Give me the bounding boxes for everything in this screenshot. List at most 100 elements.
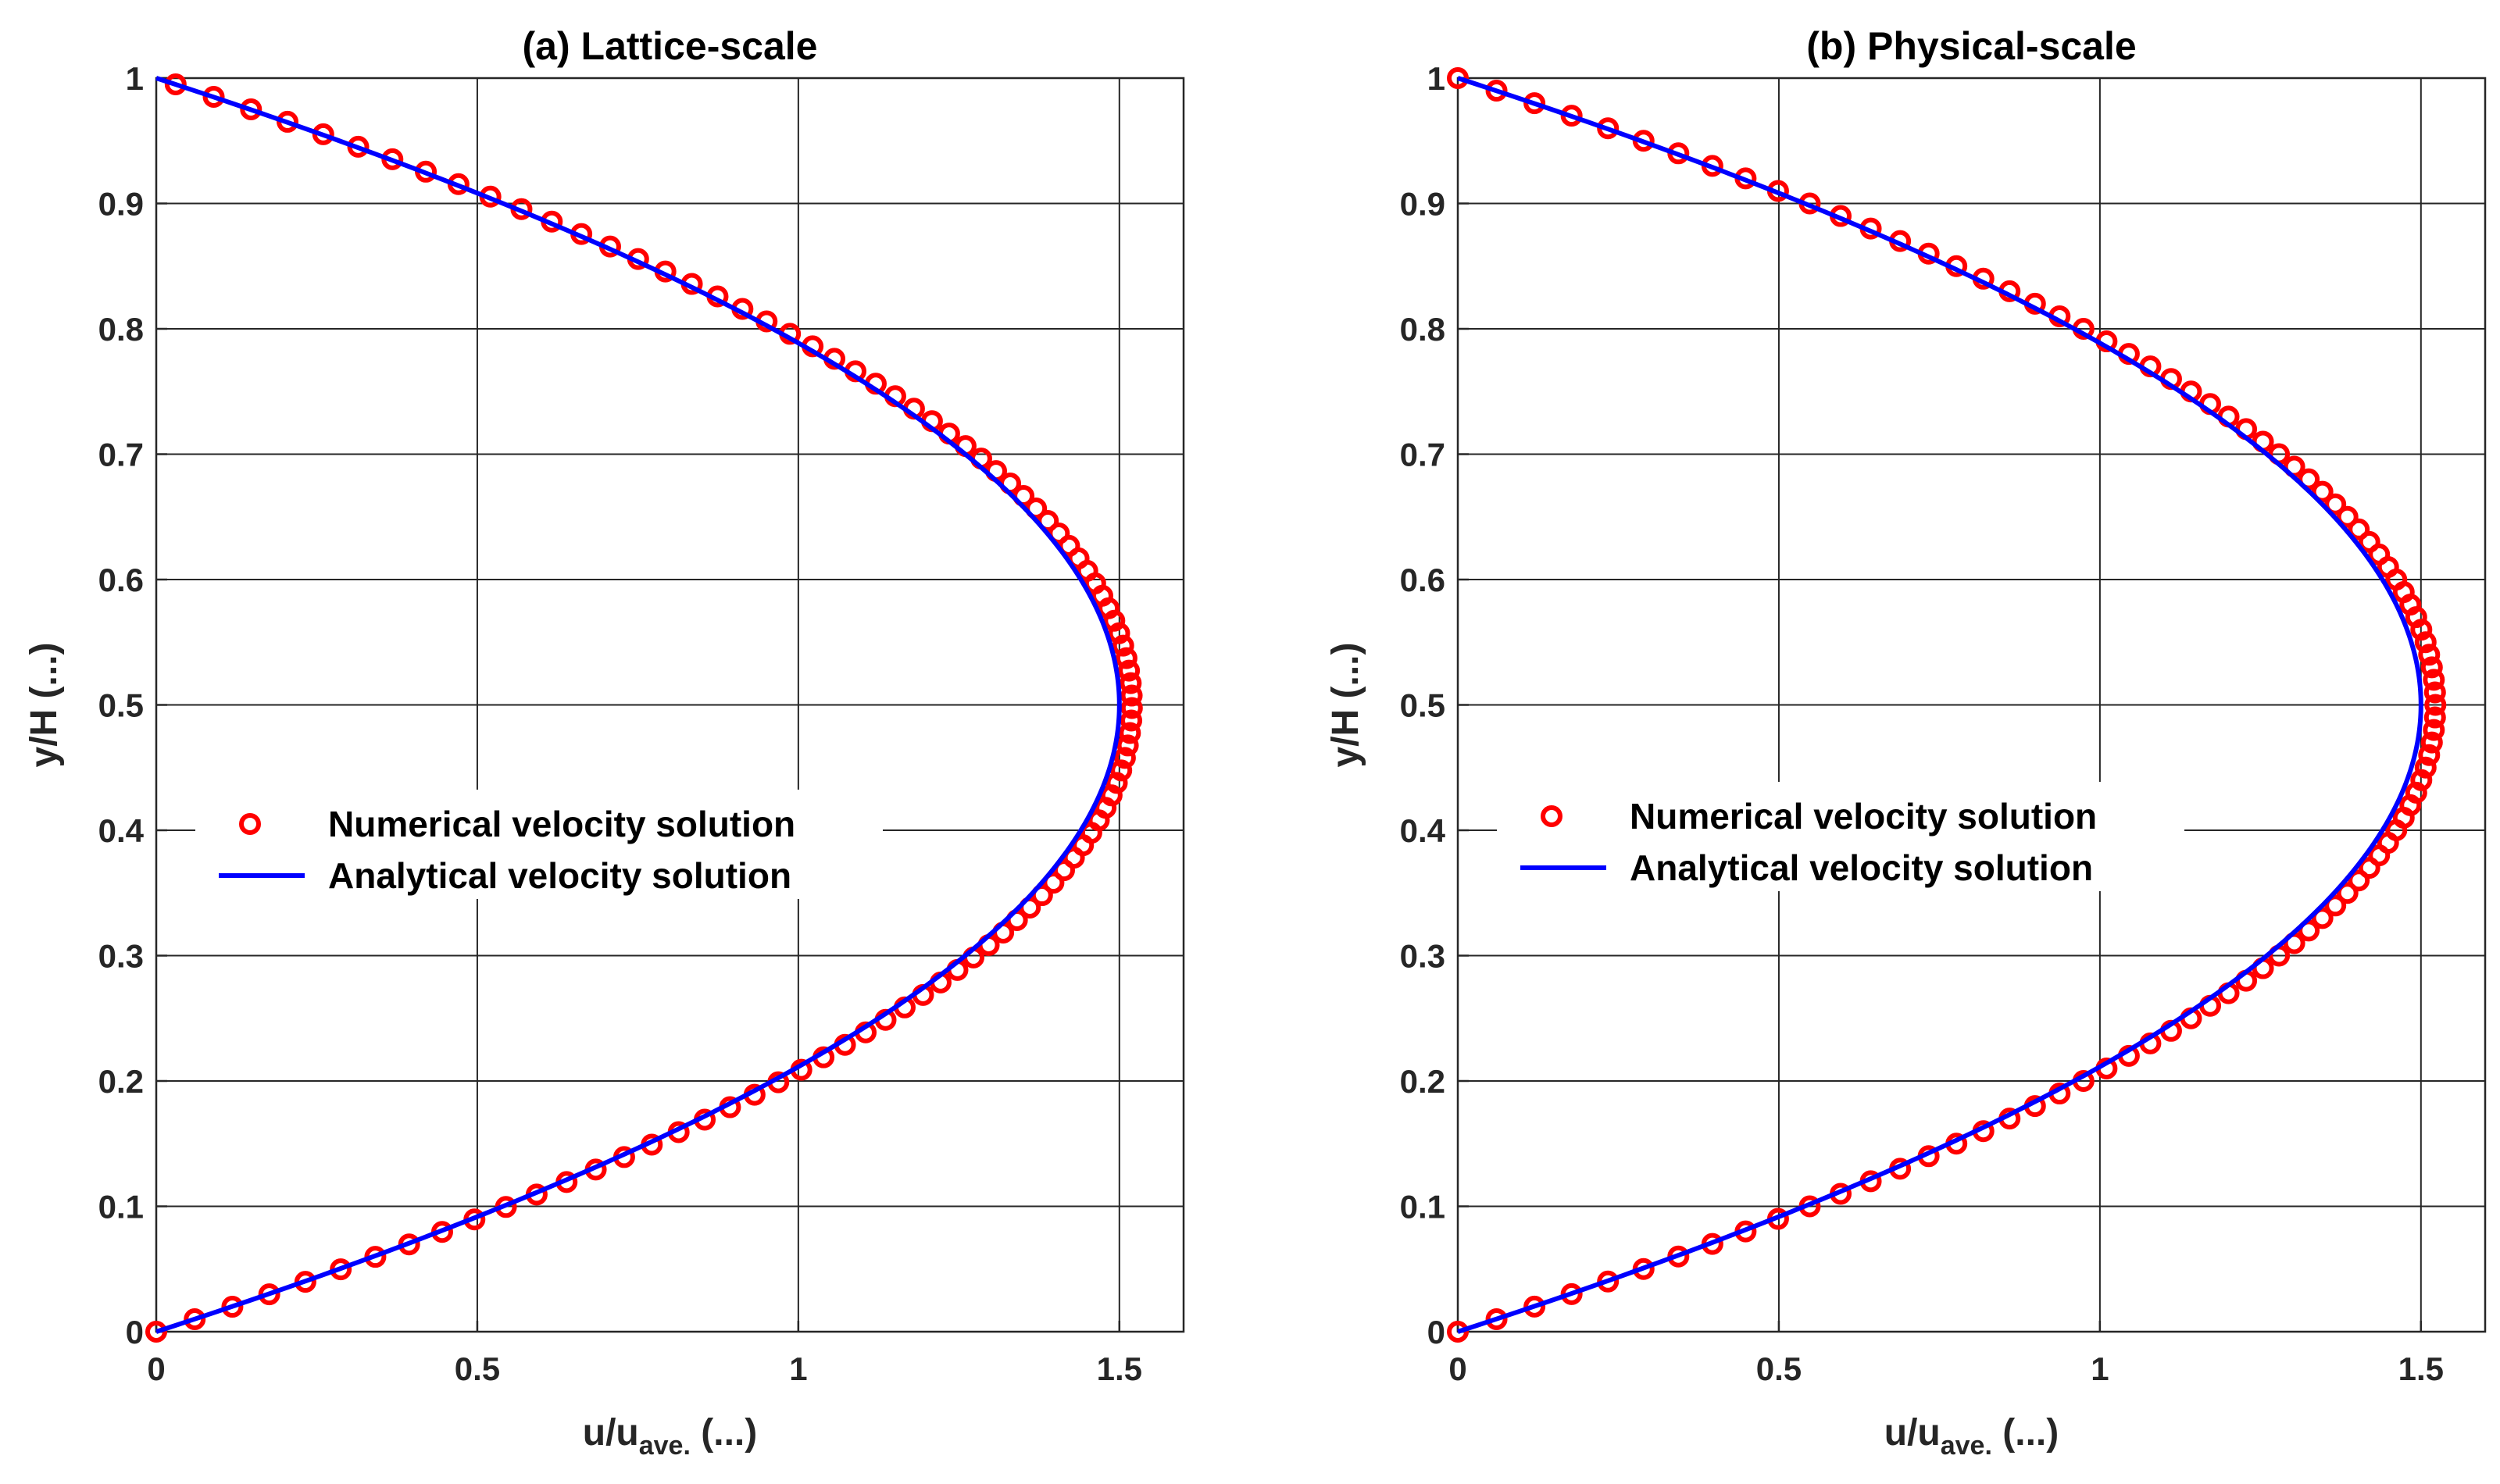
numerical-data-point bbox=[1110, 759, 1133, 782]
x-axis-label-subscript: ave. bbox=[1941, 1431, 1992, 1461]
numerical-data-point bbox=[2423, 719, 2445, 741]
y-tick-label: 0.4 bbox=[1400, 812, 1446, 849]
numerical-data-point bbox=[2423, 706, 2446, 729]
numerical-data-point bbox=[2324, 894, 2347, 917]
legend-entry-analytical: Analytical velocity solution bbox=[1630, 847, 2093, 888]
numerical-data-point bbox=[1523, 1295, 1546, 1318]
x-axis-label-main: u/u bbox=[583, 1412, 639, 1454]
y-tick-label: 0.8 bbox=[1400, 311, 1445, 348]
numerical-data-point bbox=[1485, 1307, 1508, 1330]
x-tick-label: 1 bbox=[2091, 1350, 2109, 1387]
numerical-data-point bbox=[1447, 1321, 1469, 1343]
numerical-data-point bbox=[2414, 756, 2437, 779]
legend-entry-numerical: Numerical velocity solution bbox=[1630, 796, 2097, 837]
numerical-data-point bbox=[2311, 480, 2334, 503]
numerical-data-point bbox=[1120, 684, 1143, 707]
chart-title: (b) Physical-scale bbox=[1806, 24, 2136, 68]
panel-a: 0 0.5 1 1.5 0 0.1 0.2 0.3 0.4 0.5 0.6 0.7 0.8 0.9 1 (a… bbox=[23, 24, 1185, 1461]
numerical-data-point bbox=[240, 98, 262, 120]
numerical-data-point bbox=[202, 85, 225, 108]
y-tick-label: 0.3 bbox=[98, 938, 144, 975]
x-tick-label: 0 bbox=[147, 1350, 165, 1387]
y-tick-label: 1 bbox=[1427, 60, 1445, 97]
panel-b: 0 0.5 1 1.5 0 0.1 0.2 0.3 0.4 0.5 0.6 0.7 0.8 0.9 1 (b… bbox=[1325, 24, 2487, 1461]
y-tick-label: 0.7 bbox=[1400, 437, 1445, 473]
y-tick-label: 0.5 bbox=[1400, 687, 1445, 724]
y-tick-label: 0.2 bbox=[1400, 1063, 1445, 1100]
numerical-data-point bbox=[2324, 493, 2347, 515]
numerical-data-point bbox=[2424, 694, 2447, 716]
x-tick-label: 0.5 bbox=[1756, 1350, 1802, 1387]
x-axis-label: u/uave. (...) bbox=[1884, 1412, 2059, 1461]
legend-marker-numerical bbox=[239, 813, 261, 835]
numerical-data-point bbox=[2418, 644, 2441, 666]
numerical-data-point bbox=[2348, 869, 2370, 892]
numerical-data-point bbox=[2414, 631, 2437, 654]
y-tick-label: 0.6 bbox=[98, 562, 144, 598]
numerical-data-point bbox=[1447, 67, 1469, 89]
numerical-data-point bbox=[2336, 882, 2359, 904]
legend-entry-numerical: Numerical velocity solution bbox=[328, 804, 795, 844]
legend-entry-analytical: Analytical velocity solution bbox=[328, 855, 791, 896]
x-tick-label: 0 bbox=[1448, 1350, 1466, 1387]
y-tick-label: 0.1 bbox=[1400, 1189, 1445, 1225]
grid bbox=[1457, 77, 2485, 1332]
numerical-data-point bbox=[1120, 697, 1143, 719]
x-axis-label-subscript: ave. bbox=[639, 1431, 691, 1461]
numerical-data-point bbox=[1116, 734, 1139, 757]
y-axis-label: y/H (...) bbox=[23, 642, 65, 767]
analytical-series-line bbox=[1457, 76, 2423, 1334]
numerical-data-point bbox=[1119, 722, 1141, 744]
x-tick-label: 1.5 bbox=[2398, 1350, 2444, 1387]
y-tick-label: 0 bbox=[126, 1314, 144, 1350]
x-tick-label: 1.5 bbox=[1097, 1350, 1142, 1387]
numerical-data-point bbox=[2410, 769, 2433, 791]
y-tick-label: 0 bbox=[1427, 1314, 1445, 1350]
numerical-data-point bbox=[2420, 731, 2443, 754]
legend: Numerical velocity solution Analytical v… bbox=[195, 790, 883, 899]
legend-background bbox=[195, 790, 883, 899]
numerical-data-point bbox=[1120, 672, 1142, 694]
analytical-series-line bbox=[155, 76, 1122, 1334]
x-axis-label-suffix: (...) bbox=[691, 1412, 757, 1454]
x-axis-label-suffix: (...) bbox=[1992, 1412, 2059, 1454]
numerical-data-point bbox=[1113, 747, 1136, 769]
numerical-data-point bbox=[1523, 92, 1546, 115]
y-tick-label: 0.2 bbox=[98, 1063, 144, 1100]
numerical-data-point bbox=[145, 1321, 167, 1343]
y-tick-label: 0.8 bbox=[98, 311, 144, 348]
numerical-data-point bbox=[2423, 669, 2445, 691]
numerical-data-point bbox=[2311, 907, 2334, 929]
numerical-data-point bbox=[1105, 772, 1128, 794]
ticks: 0 0.5 1 1.5 0 0.1 0.2 0.3 0.4 0.5 0.6 0.7 0.8 0.9 1 bbox=[1400, 60, 2444, 1387]
chart-title: (a) Lattice-scale bbox=[523, 24, 818, 68]
x-tick-label: 0.5 bbox=[455, 1350, 500, 1387]
numerical-data-point bbox=[1485, 80, 1508, 102]
legend-background bbox=[1497, 782, 2184, 891]
y-tick-label: 0.3 bbox=[1400, 938, 1445, 975]
numerical-data-point bbox=[2423, 681, 2446, 704]
x-axis-label: u/uave. (...) bbox=[583, 1412, 757, 1461]
y-tick-label: 0.9 bbox=[1400, 186, 1445, 223]
numerical-data-point bbox=[1118, 659, 1141, 682]
numerical-data-point bbox=[2420, 656, 2443, 679]
y-tick-label: 1 bbox=[126, 60, 144, 97]
y-tick-label: 0.5 bbox=[98, 687, 144, 724]
numerical-data-point bbox=[2336, 505, 2359, 528]
numerical-data-point bbox=[164, 73, 187, 96]
y-tick-label: 0.1 bbox=[98, 1189, 144, 1225]
plot-series bbox=[145, 73, 1143, 1343]
y-axis-label: y/H (...) bbox=[1325, 642, 1366, 767]
numerical-data-point bbox=[1120, 709, 1143, 732]
numerical-data-point bbox=[1108, 622, 1130, 644]
y-tick-label: 0.4 bbox=[98, 812, 145, 849]
grid bbox=[155, 77, 1184, 1332]
numerical-data-point bbox=[1115, 647, 1138, 669]
legend-marker-numerical bbox=[1541, 805, 1562, 827]
numerical-data-point bbox=[2358, 530, 2380, 553]
plot-series bbox=[1447, 67, 2447, 1343]
x-tick-label: 1 bbox=[789, 1350, 807, 1387]
numerical-data-point bbox=[184, 1308, 206, 1331]
numerical-data-point bbox=[2418, 744, 2441, 766]
numerical-data-point bbox=[2348, 518, 2370, 540]
